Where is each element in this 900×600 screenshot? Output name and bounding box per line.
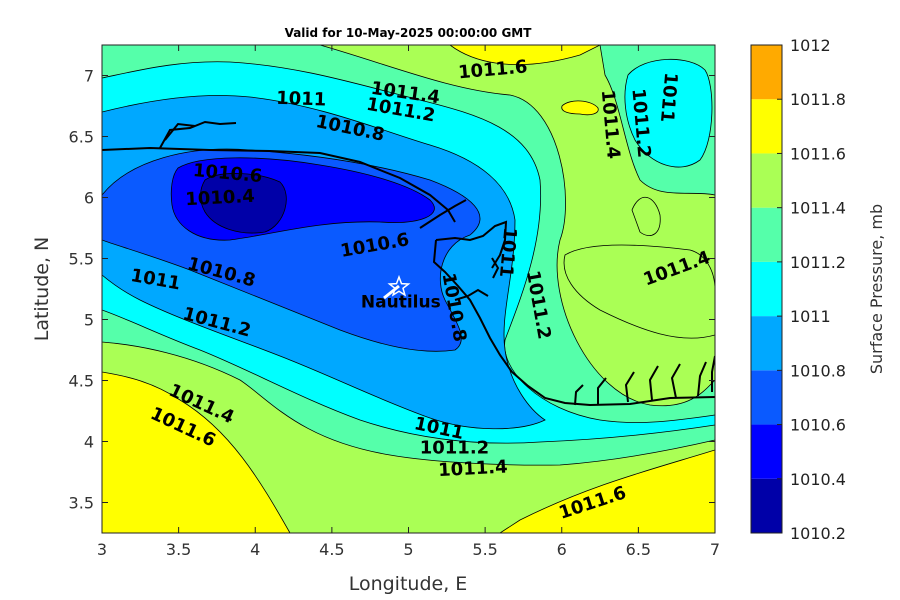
contour-label: 1011.4	[438, 457, 508, 482]
colorbar-band-1010.4	[751, 424, 782, 479]
colorbar-tick-label: 1010.2	[790, 524, 846, 543]
coastline	[102, 120, 715, 407]
colorbar-tick-label: 1010.4	[790, 470, 846, 489]
vessel-track	[383, 284, 400, 300]
x-tick-label: 5	[403, 540, 413, 559]
level-1011.6-pocket	[561, 100, 599, 116]
colorbar-label: Surface Pressure, mb	[867, 204, 886, 374]
x-tick-label: 3.5	[166, 540, 191, 559]
y-axis: 3.5 4 4.5 5 5.5 6 6.5 7	[69, 67, 715, 513]
contour-label: 1011.2	[420, 438, 489, 459]
colorbar-band-1010.6	[751, 370, 782, 425]
x-tick-label: 4.5	[319, 540, 344, 559]
x-tick-label: 7	[710, 540, 720, 559]
x-tick-label: 6.5	[626, 540, 651, 559]
y-tick-label: 5.5	[69, 250, 94, 269]
colorbar-tick-label: 1010.6	[790, 416, 846, 435]
colorbar-tick-label: 1011	[790, 307, 831, 326]
star-icon	[387, 274, 411, 297]
level-1010.2-region	[200, 173, 287, 234]
y-tick-label: 5	[84, 311, 94, 330]
colorbar-band-1011.8	[751, 45, 782, 100]
x-tick-label: 3	[97, 540, 107, 559]
y-tick-label: 4.5	[69, 372, 94, 391]
vessel-marker	[383, 274, 411, 300]
colorbar: 1010.2 1010.4 1010.6 1010.8 1011 1011.2 1011.4…	[750, 36, 846, 543]
colorbar-band-1011	[751, 261, 782, 317]
colorbar-tick-label: 1010.8	[790, 361, 846, 380]
x-axis: 3 3.5 4 4.5 5 5.5 6 6.5 7	[97, 45, 720, 559]
chart-title: Valid for 10-May-2025 00:00:00 GMT	[285, 26, 533, 40]
y-tick-label: 3.5	[69, 494, 94, 513]
y-tick-label: 7	[84, 67, 94, 86]
colorbar-band-1010.2	[751, 478, 782, 533]
level-1011.4-pocket	[631, 197, 661, 236]
x-tick-label: 5.5	[472, 540, 497, 559]
contour-label: 1011	[495, 226, 520, 278]
x-axis-label: Longitude, E	[349, 573, 468, 595]
colorbar-tick-label: 1011.2	[790, 253, 846, 272]
colorbar-band-1010.8	[751, 316, 782, 371]
x-tick-label: 6	[557, 540, 567, 559]
y-tick-label: 6	[84, 189, 94, 208]
marker-label: Nautilus	[361, 292, 441, 312]
colorbar-tick-label: 1012	[790, 36, 831, 55]
colorbar-band-1011.4	[751, 153, 782, 208]
contour-label: 1011	[276, 88, 327, 111]
contour-label: 1011	[656, 72, 681, 124]
colorbar-frame	[750, 44, 783, 534]
y-tick-label: 6.5	[69, 128, 94, 147]
colorbar-tick-label: 1011.8	[790, 90, 846, 109]
colorbar-tick-label: 1011.6	[790, 144, 846, 163]
level-1011.4-cell	[563, 244, 715, 339]
x-tick-label: 4	[250, 540, 260, 559]
y-axis-label: Latitude, N	[31, 237, 53, 342]
colorbar-band-1011.6	[751, 99, 782, 154]
contour-label: 1010.4	[185, 186, 255, 211]
colorbar-tick-label: 1011.4	[790, 199, 846, 218]
colorbar-band-1011.2	[751, 207, 782, 262]
y-tick-label: 4	[84, 433, 94, 452]
level-1011-cell	[624, 58, 713, 168]
